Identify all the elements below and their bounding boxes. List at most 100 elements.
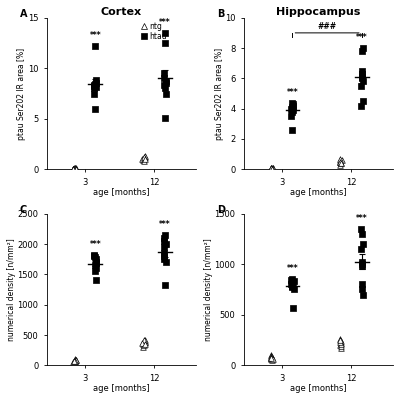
Point (268, 356, 274, 362)
Point (163, 78, 169, 84)
Point (359, 261, 365, 268)
Point (338, 343, 344, 349)
Point (70, 165, 76, 172)
Point (92, 268, 99, 274)
Point (268, 352, 274, 358)
Point (160, 256, 167, 262)
Point (289, 106, 296, 112)
Point (359, 231, 366, 237)
Point (161, 75, 167, 82)
Point (161, 244, 168, 250)
Point (70, 358, 76, 365)
Point (359, 263, 365, 270)
Point (142, 154, 148, 160)
Point (71, 359, 78, 366)
Point (91, 253, 97, 259)
Point (268, 355, 274, 362)
Point (142, 153, 148, 159)
Point (337, 157, 344, 164)
Point (289, 281, 295, 288)
Point (72, 358, 78, 364)
Point (70, 165, 77, 172)
Point (268, 353, 274, 360)
Text: ***: *** (159, 220, 170, 229)
Point (360, 45, 366, 51)
Point (92, 265, 99, 272)
Point (142, 338, 148, 345)
Point (162, 30, 168, 36)
Title: Cortex: Cortex (101, 7, 142, 17)
Point (141, 155, 147, 161)
Point (91, 82, 97, 89)
Point (269, 354, 276, 360)
Point (160, 238, 167, 244)
Point (337, 336, 343, 342)
Point (161, 70, 168, 76)
Text: ***: *** (356, 33, 368, 42)
Point (290, 107, 296, 113)
Text: ***: *** (90, 31, 101, 40)
Point (358, 259, 365, 266)
Point (92, 106, 98, 112)
Text: C: C (20, 205, 27, 215)
Point (288, 281, 294, 288)
Point (91, 252, 97, 258)
Point (92, 81, 98, 88)
Point (289, 127, 296, 133)
Point (288, 277, 294, 284)
Point (92, 262, 98, 268)
Point (72, 166, 79, 172)
Point (139, 156, 146, 162)
Point (338, 160, 344, 166)
Point (337, 158, 343, 165)
Point (268, 165, 275, 172)
Text: D: D (217, 205, 225, 215)
Point (288, 282, 295, 289)
Point (140, 154, 147, 160)
Point (70, 166, 77, 172)
Point (359, 285, 366, 292)
Point (72, 357, 79, 363)
Point (91, 90, 97, 97)
Point (359, 241, 366, 247)
Point (290, 285, 297, 292)
Point (336, 162, 343, 168)
Point (268, 166, 274, 172)
Point (92, 256, 99, 262)
Point (142, 339, 148, 346)
Point (338, 338, 345, 344)
Point (268, 165, 275, 172)
Point (337, 342, 344, 348)
X-axis label: age [months]: age [months] (93, 188, 150, 197)
Text: ***: *** (287, 264, 298, 273)
Point (268, 165, 274, 171)
Text: ***: *** (90, 240, 101, 249)
Point (93, 260, 99, 266)
Point (358, 226, 364, 232)
Point (268, 355, 274, 362)
Point (289, 108, 296, 115)
Point (93, 259, 100, 266)
Point (162, 80, 169, 87)
Point (290, 278, 297, 285)
Point (141, 156, 148, 162)
X-axis label: age [months]: age [months] (93, 384, 150, 393)
Point (92, 43, 98, 49)
Point (92, 77, 99, 84)
Point (270, 165, 276, 172)
Point (161, 82, 167, 89)
Point (358, 246, 364, 252)
Point (358, 75, 365, 82)
Point (268, 165, 275, 171)
Point (142, 337, 148, 344)
Point (337, 156, 344, 162)
Point (359, 74, 365, 80)
Point (72, 165, 79, 172)
Point (290, 279, 296, 286)
Point (162, 282, 168, 288)
Point (93, 84, 99, 91)
Point (359, 48, 365, 54)
Point (140, 340, 146, 347)
Point (289, 104, 295, 110)
Point (162, 85, 168, 92)
